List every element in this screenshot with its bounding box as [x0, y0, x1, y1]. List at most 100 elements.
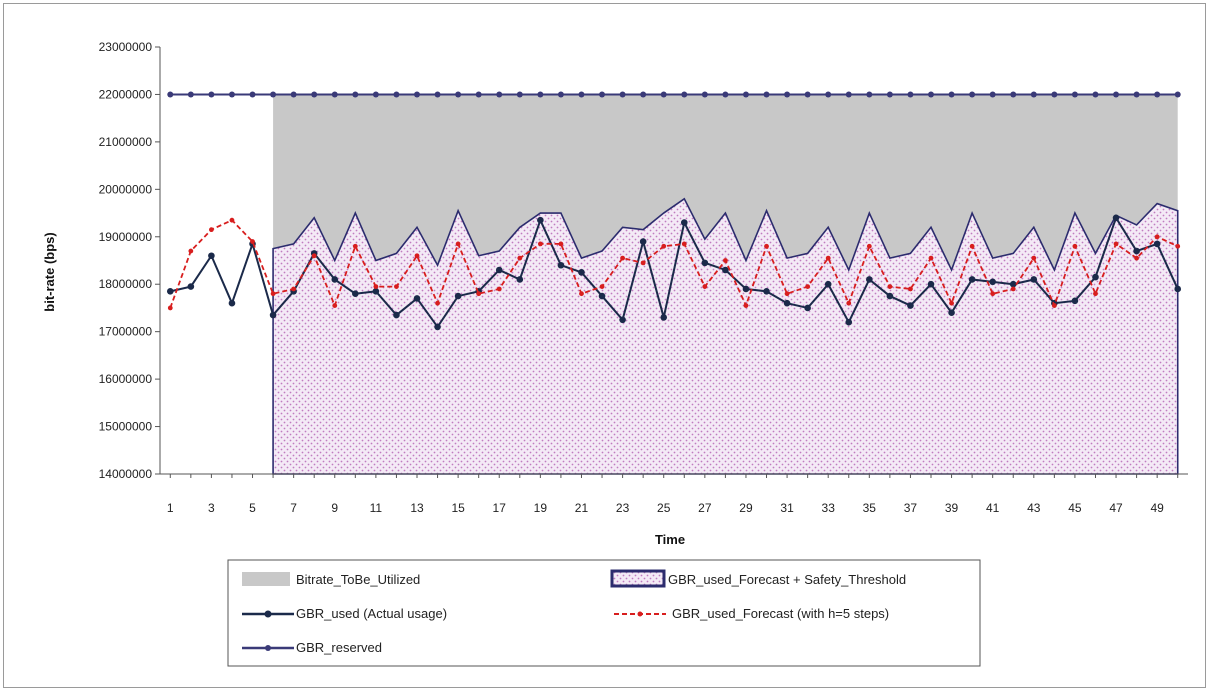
y-tick-label: 15000000: [99, 420, 153, 434]
series-marker-gbr-used-actual-usage: [166, 288, 174, 295]
series-marker-gbr-reserved: [969, 91, 976, 98]
series-marker-gbr-reserved: [434, 91, 441, 98]
series-marker-gbr-used-forecast-with-h-5-steps: [1175, 243, 1181, 249]
legend-swatch-bitrate-tobe-utilized: [242, 572, 290, 586]
series-marker-gbr-used-forecast-with-h-5-steps: [229, 217, 235, 223]
x-tick-label: 17: [493, 501, 507, 515]
series-marker-gbr-used-actual-usage: [495, 266, 503, 274]
legend-label-gbr-reserved: GBR_reserved: [296, 640, 382, 655]
series-marker-gbr-used-forecast-with-h-5-steps: [846, 300, 852, 306]
series-marker-gbr-used-actual-usage: [557, 261, 565, 269]
series-marker-gbr-used-forecast-with-h-5-steps: [661, 243, 667, 249]
series-marker-gbr-used-actual-usage: [352, 290, 359, 298]
series-marker-gbr-reserved: [167, 91, 174, 98]
series-marker-gbr-used-forecast-with-h-5-steps: [1051, 303, 1057, 308]
series-marker-gbr-used-forecast-with-h-5-steps: [620, 255, 625, 261]
series-marker-gbr-used-forecast-with-h-5-steps: [1031, 255, 1037, 261]
series-marker-gbr-used-forecast-with-h-5-steps: [866, 243, 872, 249]
series-marker-gbr-used-forecast-with-h-5-steps: [209, 227, 214, 233]
series-marker-gbr-used-forecast-with-h-5-steps: [332, 303, 338, 308]
series-marker-gbr-reserved: [270, 91, 277, 98]
series-marker-gbr-reserved: [1071, 91, 1078, 98]
series-marker-gbr-used-actual-usage: [968, 276, 976, 283]
series-marker-gbr-used-actual-usage: [187, 283, 195, 290]
x-tick-label: 33: [822, 501, 836, 515]
series-marker-gbr-used-actual-usage: [948, 309, 955, 316]
series-marker-gbr-used-actual-usage: [763, 288, 770, 295]
x-tick-label: 43: [1027, 501, 1041, 515]
y-tick-label: 20000000: [99, 182, 153, 196]
x-tick-label: 49: [1150, 501, 1164, 515]
series-marker-gbr-reserved: [701, 91, 708, 98]
y-tick-label: 16000000: [99, 372, 153, 386]
series-marker-gbr-reserved: [660, 91, 667, 98]
series-marker-gbr-used-actual-usage: [824, 280, 832, 288]
series-marker-gbr-used-forecast-with-h-5-steps: [352, 243, 358, 249]
series-marker-gbr-used-forecast-with-h-5-steps: [723, 258, 728, 263]
series-marker-gbr-reserved: [825, 91, 832, 98]
series-marker-gbr-reserved: [619, 91, 626, 98]
series-marker-gbr-used-actual-usage: [1092, 273, 1099, 281]
series-marker-gbr-used-actual-usage: [639, 238, 647, 245]
series-line-gbr-used-forecast-with-h-5-steps: [169, 219, 1179, 309]
x-tick-label: 25: [657, 501, 671, 515]
series-marker-gbr-used-actual-usage: [516, 276, 524, 283]
series-marker-gbr-reserved: [311, 91, 318, 98]
series-marker-gbr-reserved: [393, 91, 400, 98]
y-tick-label: 21000000: [99, 135, 153, 149]
x-tick-label: 47: [1109, 501, 1123, 515]
series-marker-gbr-used-forecast-with-h-5-steps: [311, 253, 317, 259]
series-marker-gbr-used-forecast-with-h-5-steps: [455, 241, 461, 247]
series-marker-gbr-used-forecast-with-h-5-steps: [928, 255, 934, 261]
x-tick-label: 11: [370, 501, 383, 515]
series-marker-gbr-used-forecast-with-h-5-steps: [435, 300, 440, 306]
x-tick-label: 31: [780, 501, 794, 515]
series-marker-gbr-used-forecast-with-h-5-steps: [825, 255, 831, 261]
series-marker-gbr-used-actual-usage: [866, 276, 873, 283]
series-marker-gbr-reserved: [948, 91, 955, 98]
series-marker-gbr-reserved: [352, 91, 359, 98]
series-marker-gbr-reserved: [804, 91, 811, 98]
series-marker-gbr-used-actual-usage: [434, 323, 441, 331]
series-marker-gbr-used-forecast-with-h-5-steps: [476, 291, 482, 297]
x-tick-label: 39: [945, 501, 959, 515]
series-marker-gbr-reserved: [599, 91, 606, 98]
x-tick-label: 35: [863, 501, 877, 515]
series-marker-gbr-used-forecast-with-h-5-steps: [188, 248, 194, 254]
x-tick-label: 13: [410, 501, 424, 515]
series-marker-gbr-used-forecast-with-h-5-steps: [1010, 286, 1016, 292]
series-marker-gbr-used-actual-usage: [701, 259, 709, 267]
series-marker-gbr-used-actual-usage: [742, 285, 750, 293]
x-tick-label: 27: [698, 501, 712, 515]
legend-label-forecast-threshold: GBR_used_Forecast + Safety_Threshold: [668, 572, 906, 587]
series-marker-gbr-used-actual-usage: [783, 299, 791, 307]
x-tick-label: 15: [451, 501, 465, 515]
series-marker-gbr-used-actual-usage: [680, 219, 688, 226]
legend-label-bitrate-tobe-utilized: Bitrate_ToBe_Utilized: [296, 572, 420, 587]
series-marker-gbr-used-forecast-with-h-5-steps: [167, 305, 173, 311]
legend-swatch-gbr-used-marker: [264, 610, 272, 618]
series-marker-gbr-reserved: [249, 91, 256, 98]
series-marker-gbr-used-actual-usage: [927, 280, 935, 288]
legend-box: [227, 559, 981, 667]
series-marker-gbr-used-forecast-with-h-5-steps: [1072, 243, 1078, 249]
series-marker-gbr-reserved: [1113, 91, 1120, 98]
series-marker-gbr-used-forecast-with-h-5-steps: [517, 255, 523, 261]
series-marker-gbr-used-actual-usage: [1174, 285, 1182, 293]
series-line-gbr-used-actual-usage: [170, 215, 1179, 329]
legend-label-forecast: GBR_used_Forecast (with h=5 steps): [672, 606, 889, 621]
series-marker-gbr-used-forecast-with-h-5-steps: [640, 260, 646, 266]
chart-frame: bit-rate (bps) Time 14000000 15000000 1600…: [3, 3, 1206, 688]
series-marker-gbr-used-actual-usage: [578, 269, 585, 276]
series-marker-gbr-reserved: [228, 91, 235, 98]
series-marker-gbr-used-forecast-with-h-5-steps: [949, 300, 954, 306]
series-marker-gbr-reserved: [681, 91, 688, 98]
series-marker-gbr-used-actual-usage: [1071, 297, 1079, 305]
series-marker-gbr-used-forecast-with-h-5-steps: [270, 291, 276, 297]
series-marker-gbr-reserved: [1092, 91, 1099, 98]
series-marker-gbr-used-actual-usage: [1030, 276, 1038, 283]
y-tick-label: 17000000: [99, 325, 153, 339]
series-marker-gbr-used-actual-usage: [886, 292, 894, 300]
series-marker-gbr-used-forecast-with-h-5-steps: [681, 241, 687, 247]
series-marker-gbr-reserved: [187, 91, 194, 98]
